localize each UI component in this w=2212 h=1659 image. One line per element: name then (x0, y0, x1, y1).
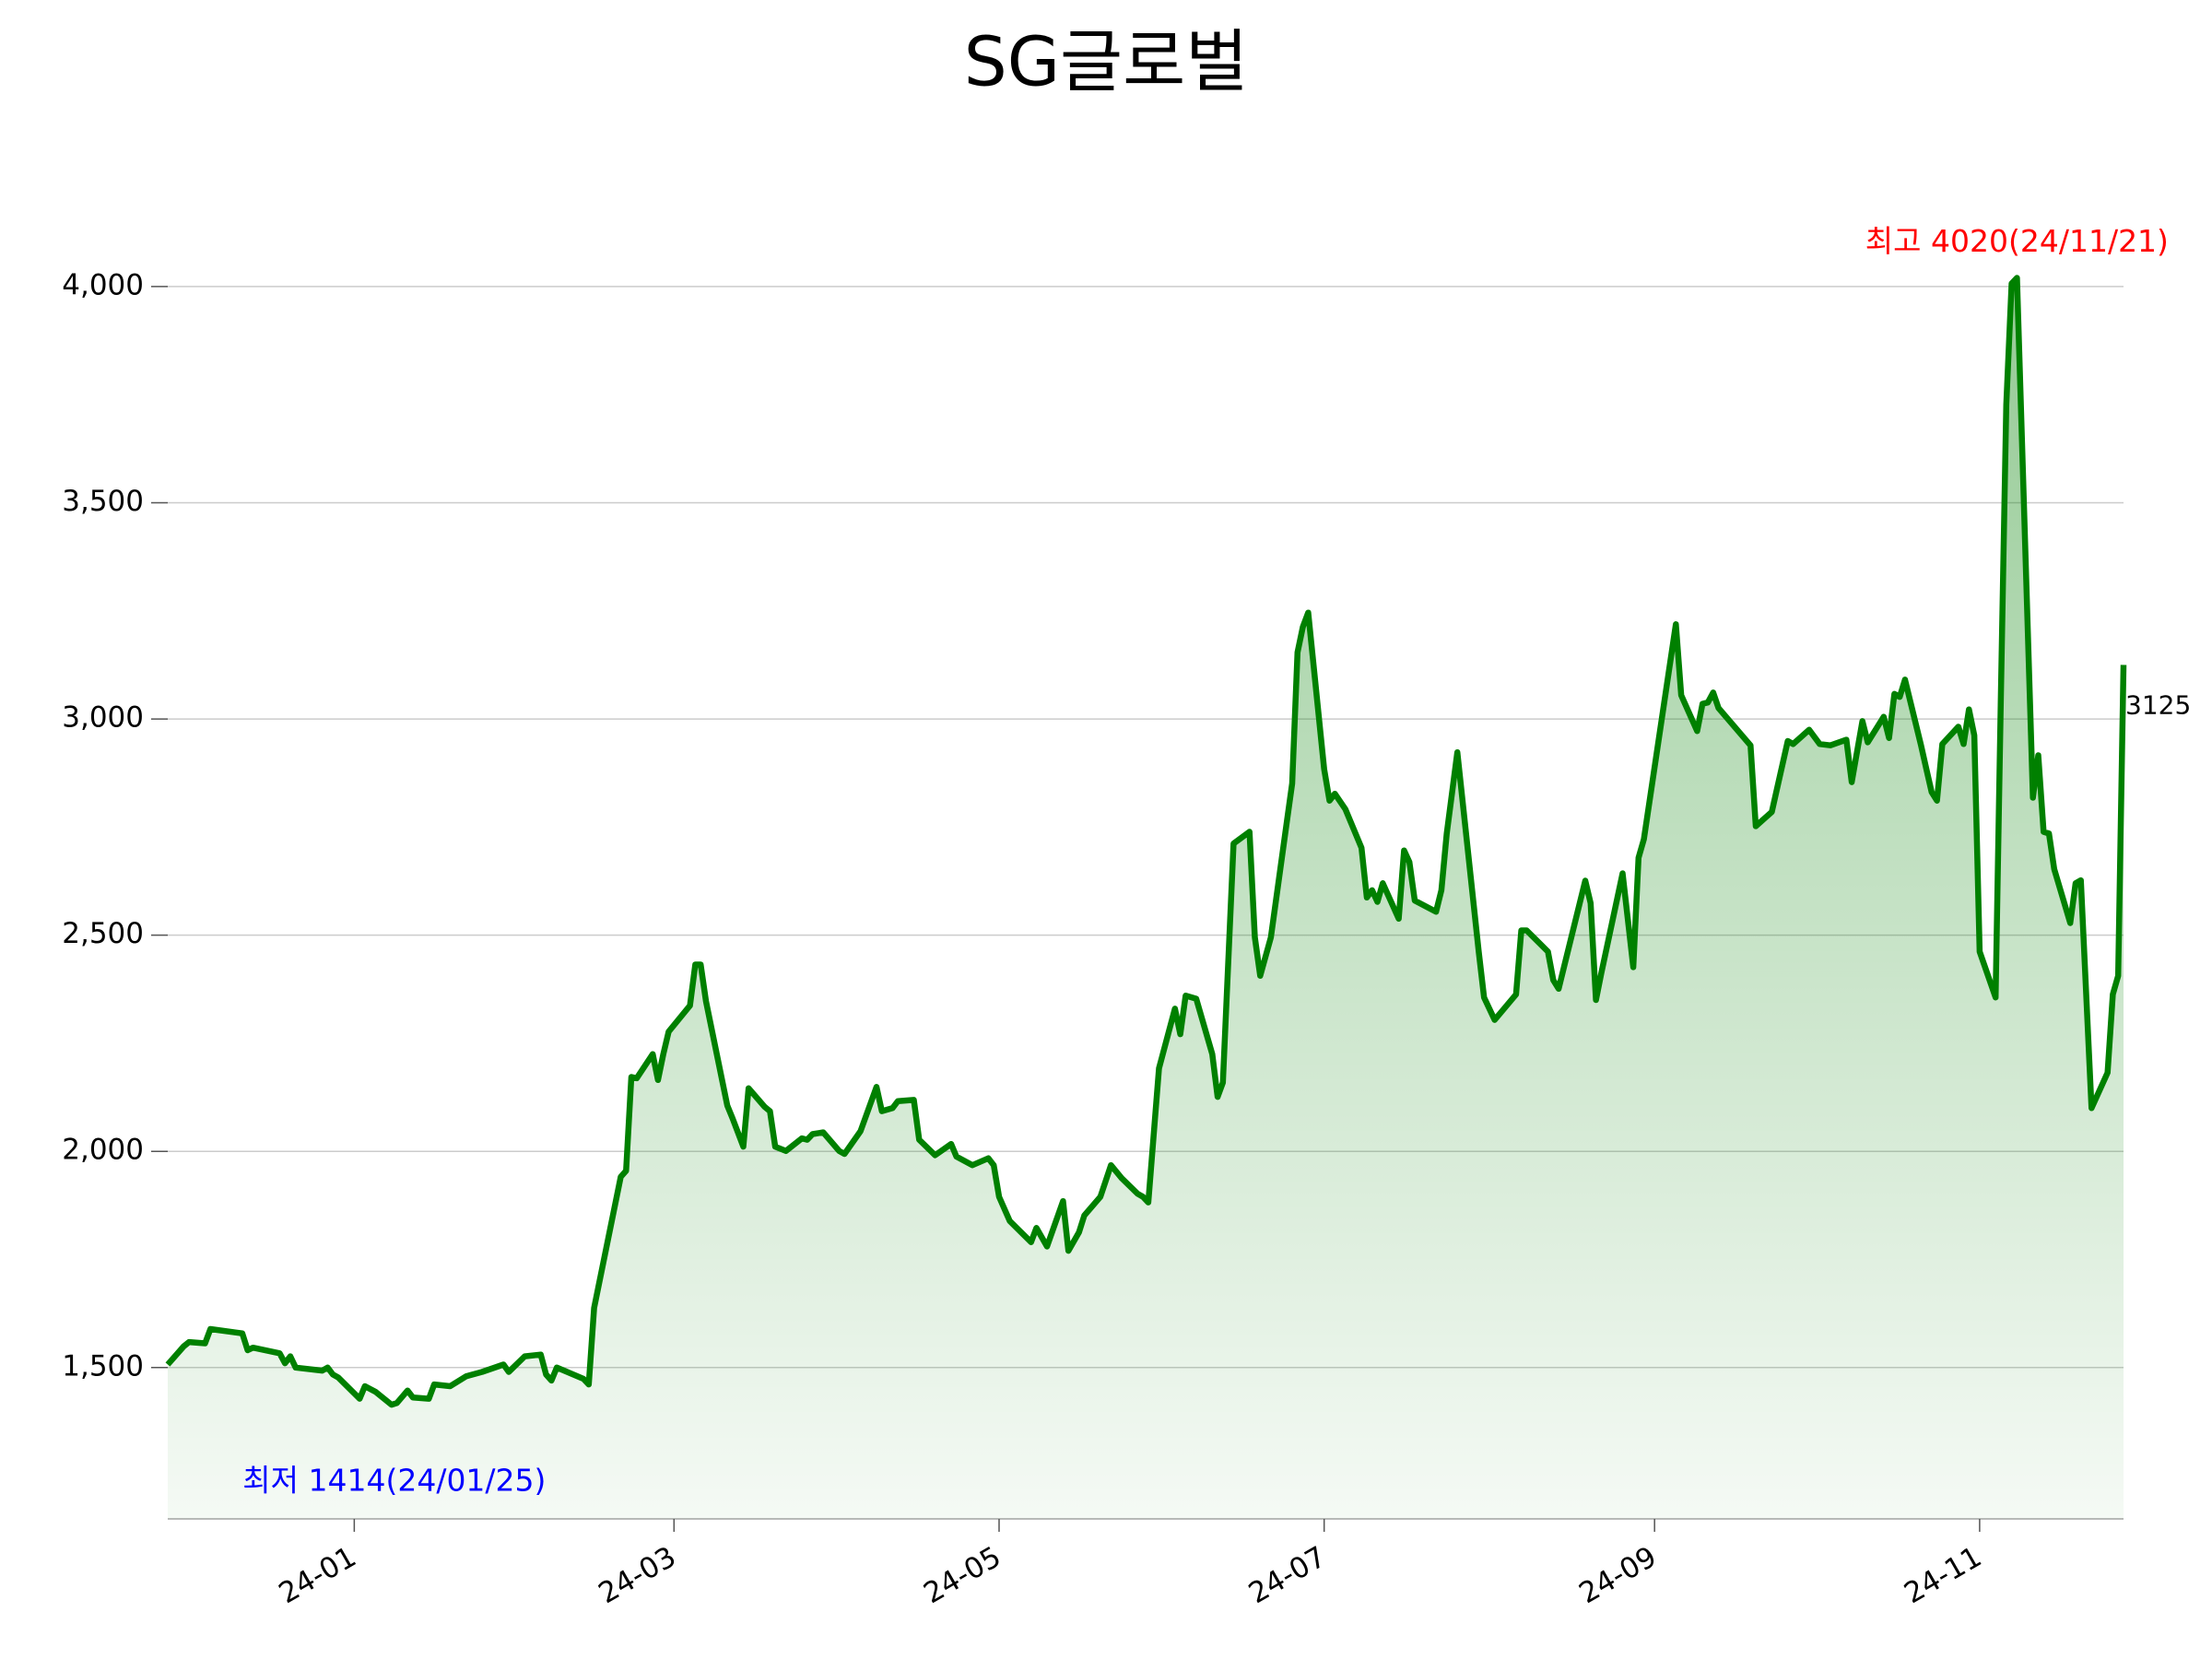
y-tick-label: 2,000 (62, 1134, 144, 1167)
y-tick-label: 1,500 (62, 1349, 144, 1382)
line (165, 275, 2127, 1408)
annotation-last: 3125 (2125, 689, 2191, 720)
annotation-max: 최고 4020(24/11/21) (1865, 223, 2169, 259)
x-tick-label: 24-01 (274, 1540, 362, 1610)
y-tick-label: 3,000 (62, 701, 144, 735)
x-tick-label: 24-09 (1573, 1540, 1662, 1610)
chart-title: SG글로벌 (964, 23, 1249, 102)
x-tick-label: 24-03 (594, 1540, 682, 1610)
y-tick-label: 4,000 (62, 268, 144, 301)
area (168, 277, 2124, 1519)
x-tick-label: 24-07 (1243, 1540, 1332, 1610)
x-tick-label: 24-05 (918, 1540, 1006, 1610)
x-tick-label: 24-11 (1899, 1540, 1987, 1610)
y-tick-label: 3,500 (62, 485, 144, 518)
y-tick-label: 2,500 (62, 917, 144, 950)
annotation-min: 최저 1414(24/01/25) (242, 1463, 546, 1499)
